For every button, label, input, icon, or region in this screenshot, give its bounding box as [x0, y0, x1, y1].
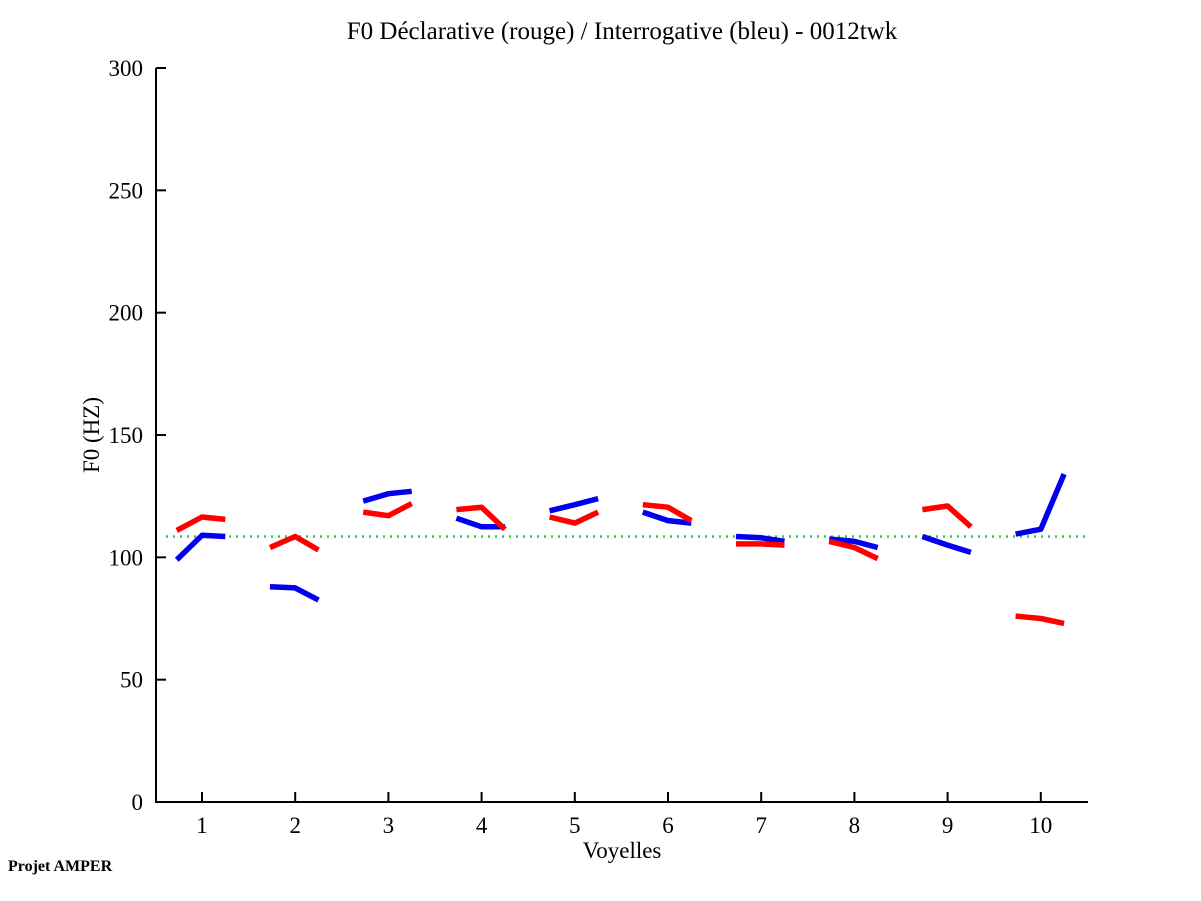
x-tick-label: 1: [196, 813, 208, 838]
x-tick-label: 6: [662, 813, 674, 838]
declarative-segment: [642, 501, 693, 523]
declarative-segment: [456, 504, 507, 532]
declarative-segment: [736, 541, 785, 548]
declarative-segment: [268, 533, 320, 553]
y-tick-label: 300: [109, 56, 144, 81]
x-tick-label: 9: [942, 813, 954, 838]
declarative-segment: [548, 509, 600, 526]
interrogative-segment: [269, 583, 320, 603]
chart-title: F0 Déclarative (rouge) / Interrogative (…: [346, 18, 898, 45]
y-tick-label: 150: [109, 423, 144, 448]
x-tick-label: 7: [755, 813, 767, 838]
interrogative-segment: [735, 533, 785, 545]
interrogative-segment: [1015, 473, 1067, 537]
y-tick-label: 50: [120, 668, 143, 693]
y-tick-label: 250: [109, 178, 144, 203]
interrogative-segment: [548, 495, 599, 514]
y-tick-label: 200: [109, 301, 144, 326]
declarative-segment: [922, 503, 973, 529]
interrogative-segment: [174, 532, 226, 562]
x-tick-label: 4: [476, 813, 488, 838]
x-tick-label: 8: [849, 813, 861, 838]
x-tick-label: 10: [1029, 813, 1052, 838]
declarative-segment: [1015, 613, 1065, 627]
declarative-segment: [828, 538, 879, 562]
x-tick-label: 3: [383, 813, 395, 838]
x-tick-label: 5: [569, 813, 581, 838]
declarative-segment: [362, 501, 413, 519]
declarative-segment: [175, 514, 226, 533]
y-tick-label: 100: [109, 545, 144, 570]
y-axis-label: F0 (HZ): [79, 396, 104, 474]
x-tick-label: 2: [289, 813, 301, 838]
project-footer: Projet AMPER: [8, 858, 113, 875]
interrogative-segment: [362, 488, 412, 504]
y-tick-label: 0: [132, 790, 144, 815]
interrogative-segment: [455, 515, 505, 530]
interrogative-segment: [921, 533, 972, 556]
interrogative-segment: [641, 509, 692, 526]
axis-spines: [155, 68, 1088, 803]
x-axis-label: Voyelles: [582, 838, 662, 863]
interrogative-segment: [828, 536, 879, 551]
